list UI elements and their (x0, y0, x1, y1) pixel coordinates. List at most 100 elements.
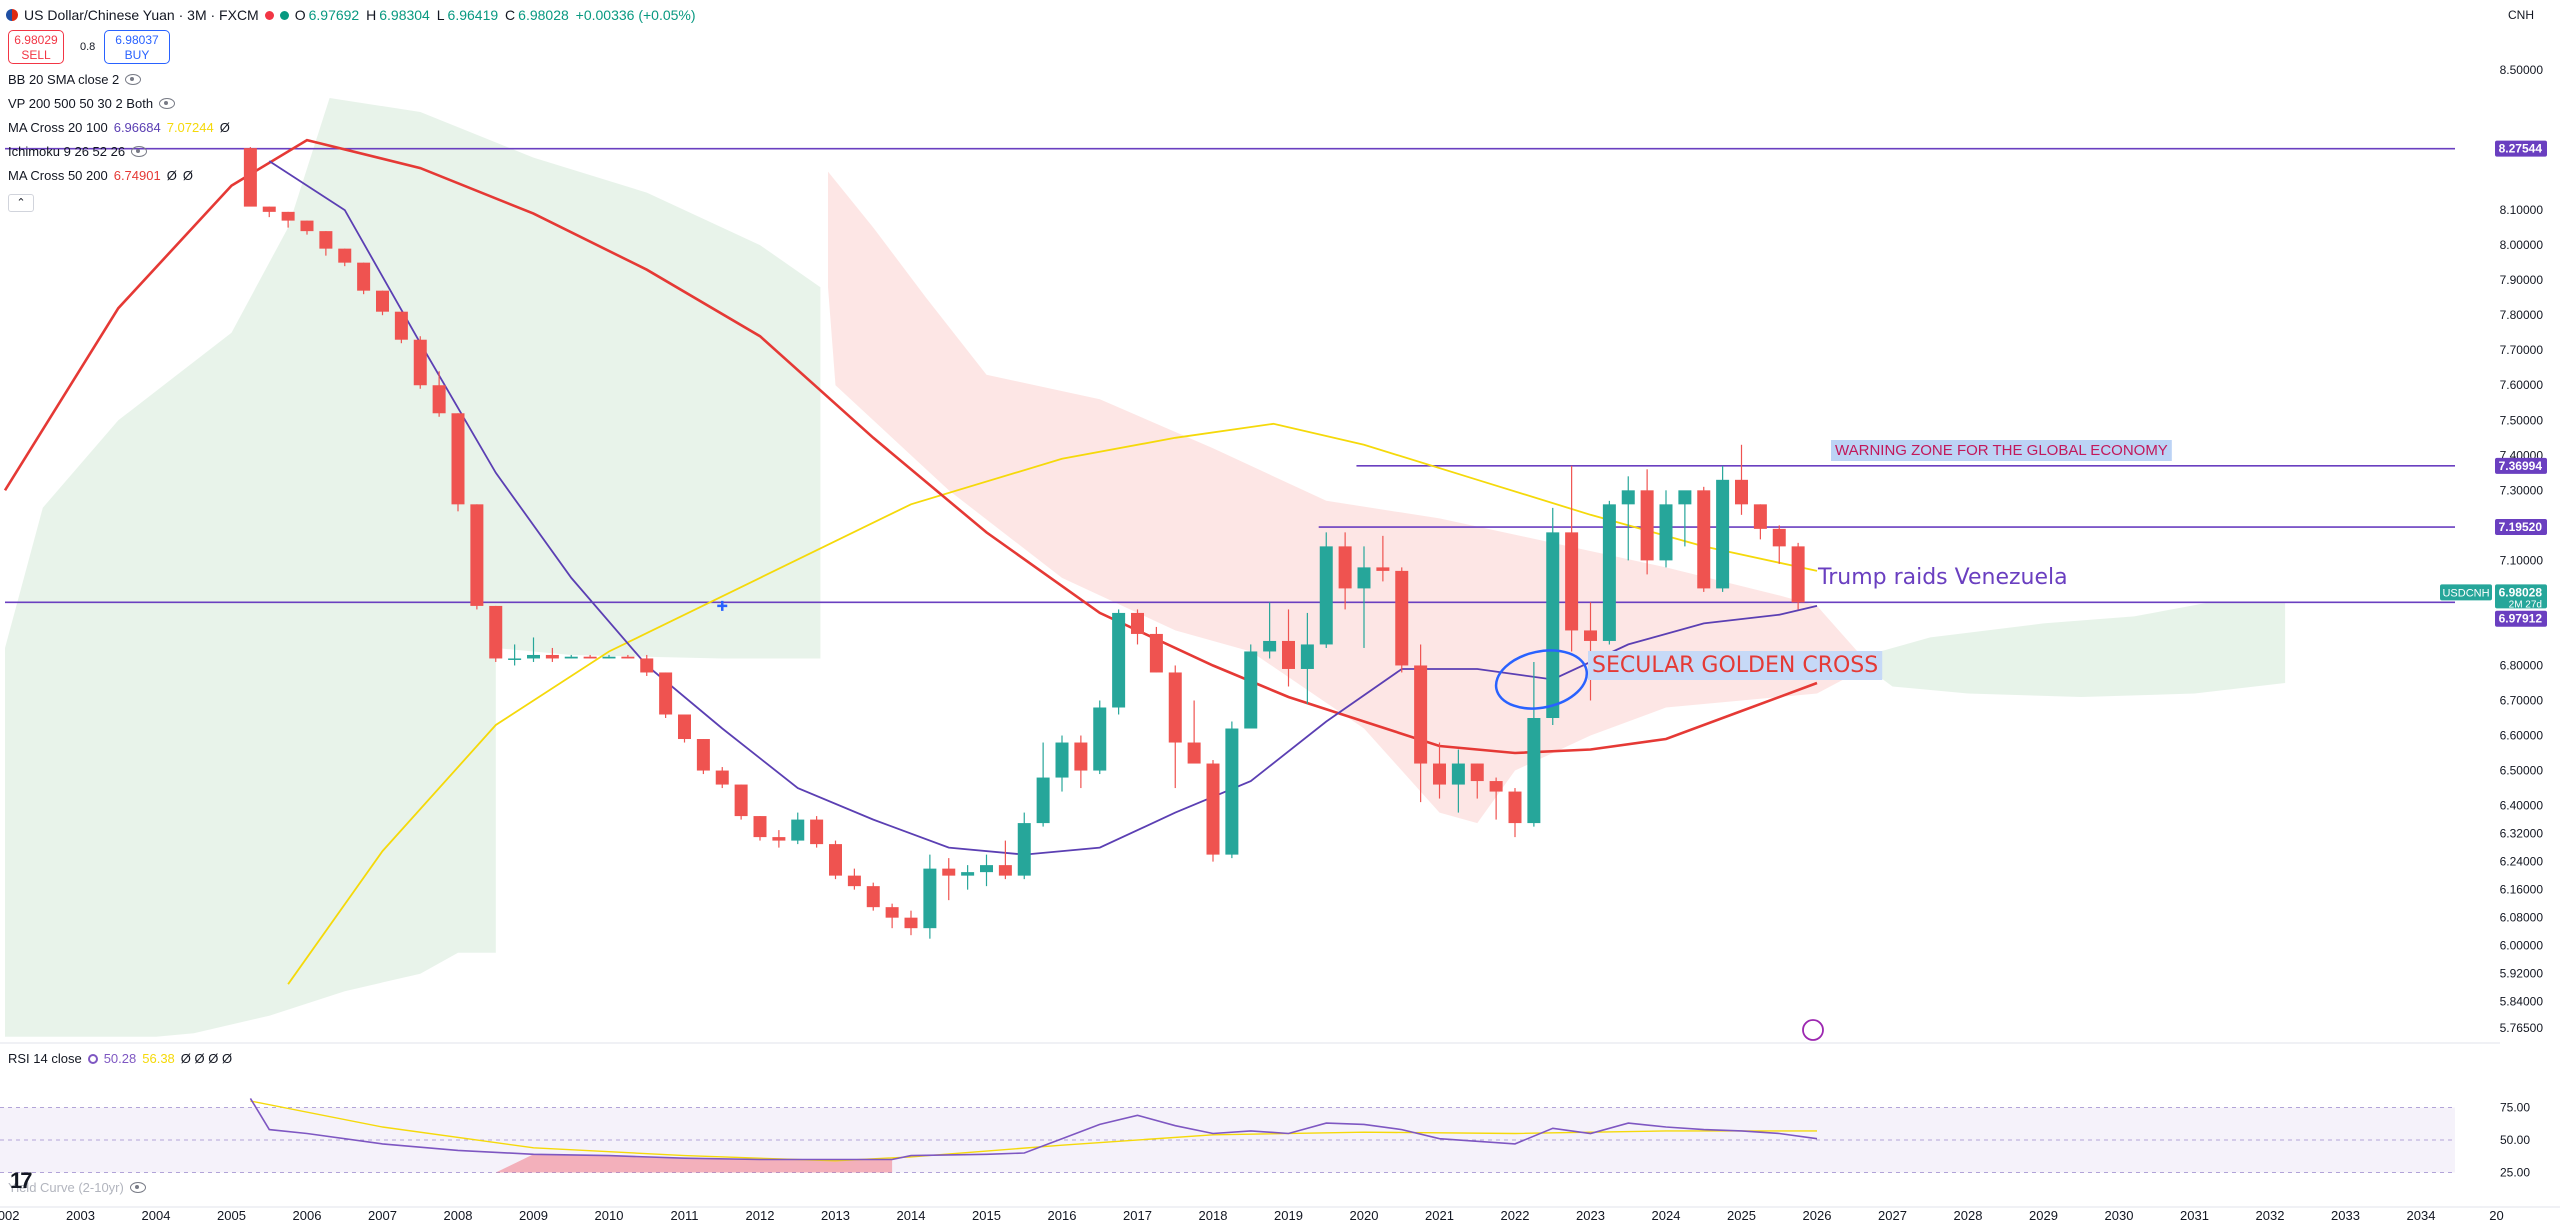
candle-body-2 (281, 211, 295, 221)
candle-body-80 (1753, 504, 1767, 529)
candle-body-16 (545, 654, 559, 659)
x-tick-label: 2019 (1274, 1208, 1303, 1223)
x-tick-label: 2026 (1803, 1208, 1832, 1223)
flag-icon (6, 9, 18, 21)
ichimoku-cloud-red (828, 171, 1870, 824)
sell-button[interactable]: 6.98029 SELL (8, 30, 64, 64)
price-tag-bg (2495, 140, 2547, 157)
symbol-title[interactable]: US Dollar/Chinese Yuan · 3M · FXCM (24, 7, 259, 23)
x-tick-label: 2033 (2331, 1208, 2360, 1223)
candle-body-37 (942, 868, 956, 876)
x-tick-label: 2005 (217, 1208, 246, 1223)
buy-price: 6.98037 (115, 33, 159, 47)
x-tick-label: 2029 (2029, 1208, 2058, 1223)
price-tag-label: 6.97912 (2499, 612, 2543, 626)
rsi-value: 50.28 (103, 1051, 137, 1066)
candle-body-62 (1414, 665, 1428, 764)
candle-body-23 (678, 714, 691, 740)
candle-body-58 (1338, 546, 1352, 589)
x-tick-label: 2014 (897, 1208, 926, 1223)
x-tick-label: 2009 (519, 1208, 548, 1223)
x-tick-label: 2028 (1954, 1208, 1983, 1223)
x-tick-label: 2020 (1350, 1208, 1379, 1223)
y-tick-label: 7.60000 (2500, 378, 2544, 392)
candle-body-12 (470, 504, 484, 606)
lightning-icon (1802, 1019, 1824, 1041)
rsi-label[interactable]: RSI 14 close (8, 1051, 82, 1066)
indicator-row[interactable]: BB 20 SMA close 2 (8, 72, 142, 87)
candle-body-59 (1357, 567, 1371, 589)
x-tick-label: 2024 (1652, 1208, 1681, 1223)
close-value: 6.98028 (518, 7, 569, 23)
x-tick-label: 2021 (1425, 1208, 1454, 1223)
candle-body-19 (602, 656, 616, 659)
golden-cross-annotation-bg (1588, 651, 1883, 680)
candle-body-69 (1546, 532, 1560, 719)
golden-cross-annotation[interactable]: SECULAR GOLDEN CROSS (1592, 653, 1878, 678)
y-tick-label: 8.10000 (2500, 203, 2544, 217)
candle-body-43 (1055, 742, 1069, 778)
indicator-row[interactable]: Ichimoku 9 26 52 26 (8, 144, 148, 159)
candle-body-18 (583, 656, 597, 659)
candle-body-40 (998, 865, 1012, 876)
low-label: L (436, 7, 445, 23)
candle-body-32 (847, 875, 861, 887)
candle-body-8 (394, 311, 408, 340)
candle-body-68 (1527, 718, 1541, 824)
x-tick-label: 2030 (2105, 1208, 2134, 1223)
eye-icon[interactable] (129, 1182, 146, 1193)
candle-body-74 (1640, 490, 1654, 561)
x-tick-label: 2015 (972, 1208, 1001, 1223)
eye-icon[interactable] (125, 74, 142, 85)
y-tick-label: 6.60000 (2500, 729, 2544, 743)
candle-body-7 (376, 290, 389, 312)
settings-icon[interactable] (87, 1053, 98, 1064)
collapse-indicators-button[interactable]: ⌃ (8, 194, 34, 212)
candle-body-47 (1131, 612, 1144, 634)
candle-body-50 (1187, 742, 1201, 764)
candle-body-22 (659, 672, 673, 715)
warning-zone-annotation[interactable]: WARNING ZONE FOR THE GLOBAL ECONOMY (1835, 442, 2168, 459)
trump-venezuela-annotation[interactable]: Trump raids Venezuela (1817, 565, 2068, 590)
eye-icon[interactable] (131, 146, 148, 157)
candle-body-53 (1244, 651, 1258, 729)
indicator-name: VP 200 500 50 30 2 Both (8, 96, 154, 111)
y-tick-label: 7.10000 (2500, 553, 2544, 567)
indicator-row[interactable]: VP 200 500 50 30 2 Both (8, 96, 176, 111)
candle-body-30 (810, 819, 824, 845)
indicator-row[interactable]: MA Cross 50 200 6.74901 Ø Ø (8, 168, 193, 183)
high-label: H (366, 7, 377, 23)
symbol-tag-bg (2440, 584, 2492, 601)
x-tick-label: 2025 (1727, 1208, 1756, 1223)
candle-body-0 (243, 148, 257, 207)
price-tag-bg (2495, 519, 2547, 536)
yield-curve-label[interactable]: Yield Curve (2-10yr) (8, 1180, 124, 1195)
candle-body-56 (1300, 644, 1314, 669)
indicator-value: 6.74901 (113, 168, 161, 183)
candle-body-79 (1735, 479, 1748, 505)
candle-body-76 (1678, 490, 1692, 505)
indicator-row[interactable]: MA Cross 20 100 6.96684 7.07244 Ø (8, 120, 230, 135)
candle-body-13 (489, 605, 503, 659)
candle-body-52 (1225, 728, 1239, 855)
price-tag-label: 8.27544 (2499, 142, 2543, 156)
eye-icon[interactable] (159, 98, 176, 109)
candle-body-77 (1697, 490, 1711, 589)
price-tag-countdown: 2M 27d (2509, 599, 2542, 610)
y-tick-label: 6.70000 (2500, 693, 2544, 707)
candle-body-4 (319, 231, 333, 249)
candle-body-38 (961, 872, 975, 876)
indicator-name: MA Cross 20 100 (8, 120, 108, 135)
buy-button[interactable]: 6.98037 BUY (104, 30, 170, 64)
price-tag-bg (2495, 610, 2547, 627)
y-tick-label: 7.50000 (2500, 413, 2544, 427)
indicator-name: MA Cross 50 200 (8, 168, 108, 183)
cross-marker-0 (717, 600, 728, 611)
x-tick-label: 2022 (1501, 1208, 1530, 1223)
x-tick-label: 2006 (293, 1208, 322, 1223)
high-value: 6.98304 (379, 7, 430, 23)
annotations-layer: WARNING ZONE FOR THE GLOBAL ECONOMY Trum… (1588, 440, 2172, 1041)
y-tick-label: 6.16000 (2500, 883, 2544, 897)
indicator-value: Ø (182, 168, 193, 183)
